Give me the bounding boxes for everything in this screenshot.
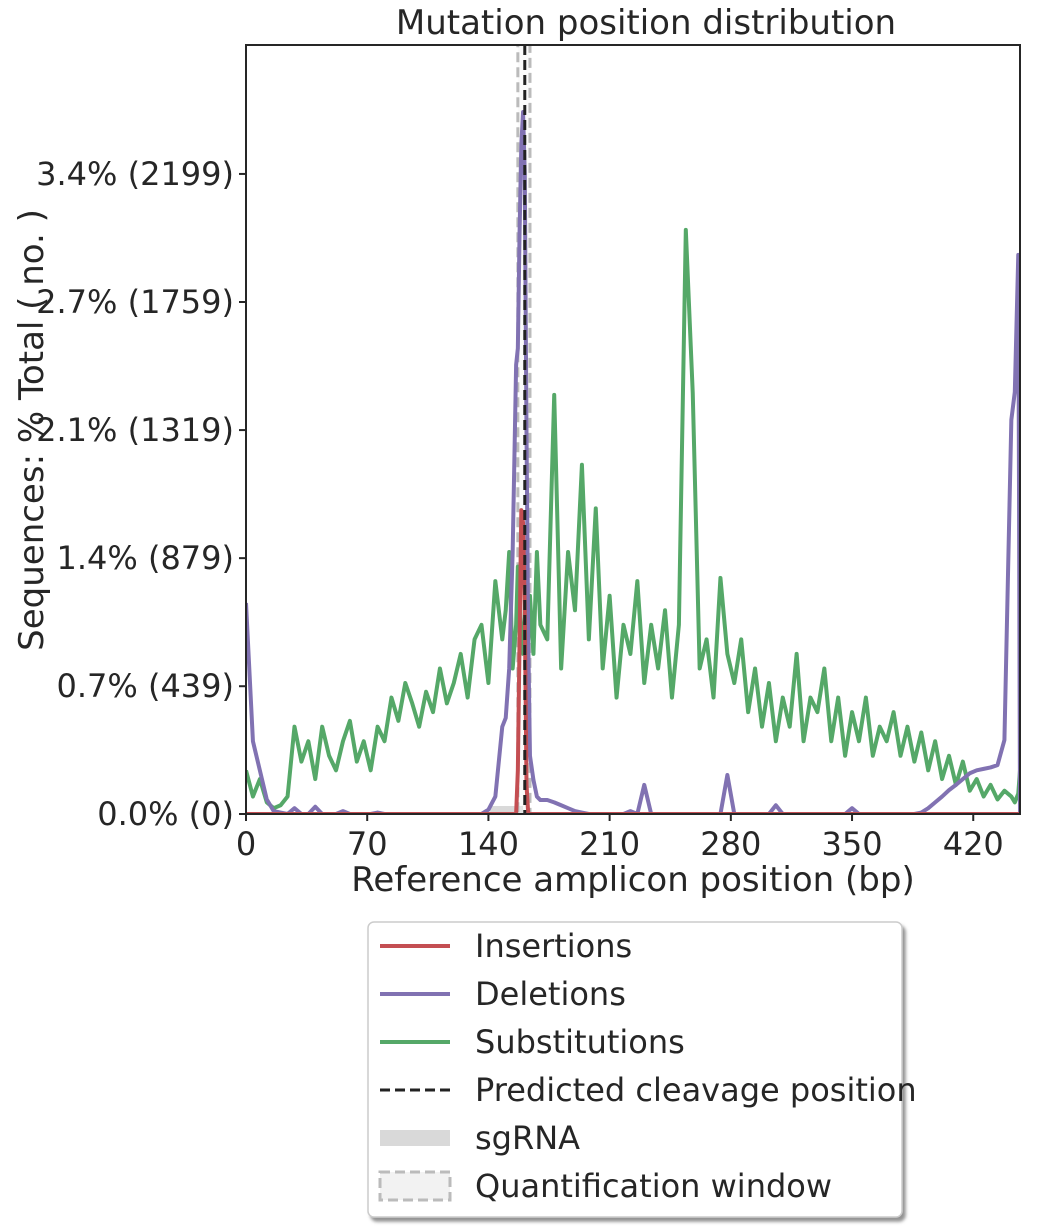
y-tick-label: 0.0% (0): [97, 795, 234, 833]
sgrna-band: [490, 806, 524, 814]
y-tick-label: 2.7% (1759): [36, 283, 234, 321]
series-line: [246, 508, 1020, 814]
x-axis-label: Reference amplicon position (bp): [351, 860, 914, 900]
chart-title: Mutation position distribution: [396, 3, 896, 43]
legend: Insertions Deletions Substitutions Predicte…: [367, 921, 917, 1218]
x-tick-label: 70: [347, 825, 388, 863]
legend-label: Insertions: [475, 927, 632, 965]
legend-label: Quantification window: [475, 1167, 832, 1205]
y-axis-label: Sequences: % Total ( no. ): [12, 209, 52, 651]
x-tick-label: 420: [943, 825, 1004, 863]
plot-area: [246, 45, 1020, 814]
legend-label: Substitutions: [475, 1023, 685, 1061]
y-tick-label: 3.4% (2199): [36, 155, 234, 193]
x-tick-label: 350: [822, 825, 883, 863]
series-line: [246, 109, 1020, 814]
y-tick-label: 0.7% (439): [56, 667, 234, 705]
plot-frame: [245, 44, 1021, 815]
legend-swatch: [378, 1170, 452, 1202]
axes: 0.0% (0) 0.7% (439) 1.4% (879) 2.1% (1319) 2…: [36, 155, 1004, 863]
y-tick-label: 1.4% (879): [56, 539, 234, 577]
series-line: [246, 227, 1020, 811]
x-tick-label: 140: [458, 825, 519, 863]
legend-label: sgRNA: [475, 1119, 580, 1157]
x-tick-label: 0: [236, 825, 256, 863]
legend-label: Predicted cleavage position: [475, 1071, 917, 1109]
x-tick-label: 280: [700, 825, 761, 863]
legend-box: [367, 921, 903, 1218]
y-tick-label: 2.1% (1319): [36, 411, 234, 449]
legend-label: Deletions: [475, 975, 626, 1013]
x-tick-label: 210: [579, 825, 640, 863]
legend-swatch: [380, 1130, 450, 1146]
